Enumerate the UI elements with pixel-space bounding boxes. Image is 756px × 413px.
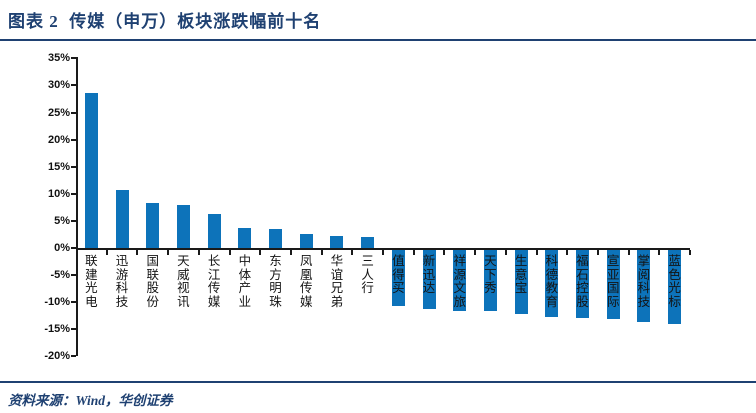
y-tick-label: 30%	[47, 79, 70, 92]
x-tick-mark	[689, 250, 691, 255]
y-tick-label: 5%	[54, 214, 70, 227]
category-label: 掌阅科技	[637, 254, 651, 309]
bar-科德教育	[545, 250, 559, 318]
source-note: 资料来源：Wind，华创证券	[8, 393, 173, 408]
category-label: 科德教育	[545, 254, 559, 309]
x-tick-mark	[627, 250, 630, 255]
bar-国联股份	[146, 203, 160, 248]
category-label: 联建光电	[85, 254, 98, 309]
bar-三人行	[361, 236, 375, 248]
x-tick-mark	[228, 250, 231, 255]
category-label: 三人行	[361, 254, 374, 295]
y-tick-label: 10%	[47, 187, 70, 200]
x-tick-mark	[596, 250, 599, 255]
bar-华谊兄弟	[330, 236, 344, 248]
y-tick-mark	[71, 301, 76, 304]
y-tick-mark	[71, 138, 76, 141]
x-tick-mark	[474, 250, 477, 255]
x-tick-mark	[105, 250, 108, 255]
bar-祥源文旅	[453, 250, 467, 311]
category-label: 凤凰传媒	[299, 254, 313, 309]
bar-生意宝	[514, 250, 528, 315]
category-label: 国联股份	[146, 254, 159, 309]
x-tick-mark	[289, 250, 292, 255]
x-tick-mark	[259, 250, 262, 255]
zero-baseline	[76, 248, 690, 250]
category-label: 华谊兄弟	[330, 254, 344, 309]
y-tick-mark	[71, 111, 76, 114]
bar-chart: 35% 30% 25% 20% 15% 10% 5% 0% -5% -10% -15% -20% 联建光…	[44, 52, 691, 363]
bar-值得买	[391, 250, 405, 307]
category-label: 天下秀	[484, 254, 497, 295]
x-tick-mark	[566, 250, 569, 255]
bar-迅游科技	[115, 190, 129, 248]
bar-蓝色光标	[668, 250, 682, 324]
y-tick-mark	[71, 192, 76, 195]
y-tick-label: -20%	[44, 350, 70, 363]
category-label: 祥源文旅	[453, 254, 466, 309]
x-tick-mark	[412, 250, 415, 255]
y-tick-mark	[71, 247, 76, 249]
x-tick-mark	[443, 250, 446, 255]
y-tick-label: 0%	[54, 242, 70, 254]
bar-福石控股	[576, 250, 590, 318]
y-axis-line	[76, 57, 78, 356]
x-tick-mark	[504, 250, 507, 255]
bar-宣亚国际	[606, 250, 620, 319]
x-tick-mark	[167, 250, 170, 255]
y-tick-label: -5%	[50, 269, 70, 282]
y-tick-mark	[71, 328, 76, 331]
figure-title: 图表 2 传媒（申万）板块涨跌幅前十名	[8, 12, 322, 31]
bar-凤凰传媒	[299, 234, 313, 248]
category-label: 生意宝	[514, 254, 528, 295]
bar-天威视讯	[176, 205, 190, 248]
y-tick-label: 35%	[47, 52, 70, 65]
category-label: 迅游科技	[115, 254, 129, 309]
y-tick-label: 25%	[47, 106, 70, 119]
x-tick-mark	[351, 250, 354, 255]
x-tick-mark	[382, 250, 384, 255]
y-tick-mark	[71, 57, 76, 60]
x-tick-mark	[197, 250, 200, 255]
category-label: 东方明珠	[269, 254, 282, 309]
category-label: 天威视讯	[177, 254, 190, 309]
bar-掌阅科技	[637, 250, 651, 322]
y-tick-mark	[71, 355, 76, 358]
y-tick-label: 20%	[47, 133, 70, 146]
bar-中体产业	[238, 227, 252, 248]
title-divider	[0, 39, 756, 41]
y-tick-label: -10%	[44, 296, 70, 309]
y-tick-label: 15%	[47, 160, 70, 173]
category-label: 福石控股	[576, 254, 589, 309]
y-tick-mark	[71, 274, 76, 277]
x-tick-mark	[136, 250, 139, 255]
footer-divider	[0, 381, 756, 383]
category-label: 新迅达	[422, 254, 436, 295]
bar-联建光电	[84, 92, 98, 248]
category-label: 长江传媒	[207, 254, 221, 309]
y-tick-label: -15%	[44, 323, 70, 336]
y-tick-mark	[71, 219, 76, 222]
x-tick-mark	[320, 250, 323, 255]
y-tick-mark	[71, 165, 76, 168]
y-tick-mark	[71, 84, 76, 87]
category-label: 中体产业	[238, 254, 252, 309]
category-label: 值得买	[392, 254, 405, 295]
category-label: 蓝色光标	[668, 254, 681, 309]
x-tick-mark	[658, 250, 661, 255]
category-label: 宣亚国际	[606, 254, 620, 309]
bar-东方明珠	[269, 229, 283, 248]
bar-长江传媒	[207, 214, 221, 248]
bar-新迅达	[422, 250, 436, 310]
bar-天下秀	[483, 250, 497, 312]
x-tick-mark	[535, 250, 538, 255]
